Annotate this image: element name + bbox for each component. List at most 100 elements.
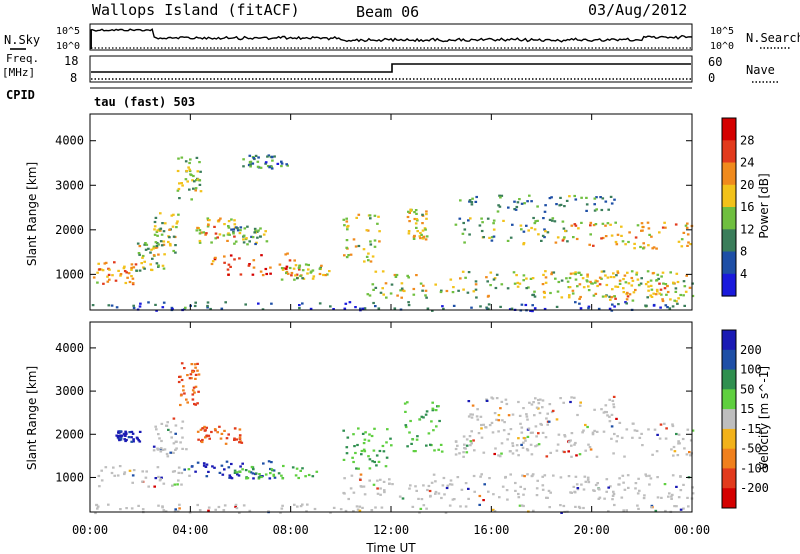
echo-cell <box>498 194 501 197</box>
echo-cell <box>297 476 300 480</box>
echo-cell <box>609 275 613 279</box>
echo-cell <box>144 242 147 245</box>
echo-cell <box>544 436 548 439</box>
echo-cell <box>480 217 483 220</box>
echo-cell <box>285 271 288 275</box>
echo-cell <box>378 240 381 243</box>
echo-cell <box>574 441 577 445</box>
echo-cell <box>162 509 166 512</box>
echo-cell <box>196 402 199 405</box>
echo-cell <box>181 184 184 187</box>
echo-cell <box>419 237 422 240</box>
echo-cell <box>299 505 303 508</box>
echo-cell <box>223 223 226 226</box>
echo-cell <box>579 401 582 404</box>
echo-cell <box>582 429 585 432</box>
echo-cell <box>575 237 579 241</box>
echo-cell <box>454 447 458 451</box>
echo-cell <box>415 218 419 221</box>
echo-cell <box>108 278 111 281</box>
echo-cell <box>691 492 695 495</box>
echo-cell <box>207 509 210 512</box>
echo-cell <box>515 274 518 277</box>
echo-cell <box>615 440 618 443</box>
echo-cell <box>205 434 209 437</box>
echo-cell <box>533 290 536 293</box>
echo-cell <box>465 444 469 447</box>
echo-cell <box>658 282 661 285</box>
echo-cell <box>188 474 191 477</box>
echo-cell <box>174 251 177 254</box>
echo-cell <box>559 476 563 479</box>
echo-cell <box>464 276 467 279</box>
echo-cell <box>178 507 181 510</box>
echo-cell <box>627 240 630 244</box>
echo-cell <box>518 198 521 201</box>
echo-cell <box>526 200 529 203</box>
echo-cell <box>548 506 551 509</box>
echo-cell <box>226 239 229 242</box>
echo-cell <box>552 474 555 477</box>
echo-cell <box>480 423 483 427</box>
colorbar-swatch <box>722 448 736 469</box>
echo-cell <box>345 246 348 249</box>
echo-cell <box>328 270 331 273</box>
echo-cell <box>162 482 166 485</box>
echo-cell <box>174 508 177 511</box>
echo-cell <box>574 301 577 304</box>
echo-cell <box>256 236 259 239</box>
echo-cell <box>557 433 561 436</box>
echo-cell <box>506 498 509 501</box>
x-tick-label: 08:00 <box>273 523 309 537</box>
echo-cell <box>188 169 192 173</box>
echo-cell <box>498 496 501 499</box>
echo-cell <box>593 429 596 432</box>
echo-cell <box>493 510 497 513</box>
echo-cell <box>369 240 372 243</box>
echo-cell <box>574 198 578 201</box>
echo-cell <box>498 205 502 208</box>
echo-cell <box>385 296 388 299</box>
echo-cell <box>422 484 425 487</box>
nave-tick-top: 60 <box>708 55 722 69</box>
echo-cell <box>223 255 226 258</box>
echo-cell <box>463 241 466 244</box>
echo-cell <box>535 444 539 447</box>
echo-cell <box>600 237 603 240</box>
echo-cell <box>497 430 500 433</box>
echo-cell <box>673 299 676 302</box>
echo-cell <box>522 504 525 508</box>
echo-cell <box>227 220 231 223</box>
echo-cell <box>288 266 292 270</box>
echo-cell <box>244 469 248 472</box>
echo-cell <box>311 277 315 280</box>
echo-cell <box>647 289 650 292</box>
echo-cell <box>511 452 515 455</box>
echo-cell <box>251 273 255 276</box>
echo-cell <box>189 373 193 376</box>
echo-cell <box>279 511 282 514</box>
echo-cell <box>605 478 609 481</box>
echo-cell <box>474 283 478 286</box>
echo-cell <box>157 253 160 256</box>
echo-cell <box>185 169 188 173</box>
echo-cell <box>620 225 623 228</box>
echo-cell <box>445 486 449 490</box>
echo-cell <box>532 401 535 404</box>
echo-cell <box>159 212 162 215</box>
echo-cell <box>307 268 310 271</box>
echo-cell <box>178 182 181 185</box>
echo-cell <box>544 276 548 279</box>
echo-cell <box>514 208 518 211</box>
echo-cell <box>205 475 209 478</box>
echo-cell <box>194 385 198 388</box>
echo-cell <box>343 307 347 310</box>
echo-cell <box>384 282 388 285</box>
echo-cell <box>358 505 362 508</box>
echo-cell <box>602 411 606 414</box>
echo-cell <box>119 438 123 441</box>
echo-cell <box>194 373 198 376</box>
echo-cell <box>145 470 148 473</box>
echo-cell <box>565 277 568 280</box>
echo-cell <box>144 248 148 251</box>
